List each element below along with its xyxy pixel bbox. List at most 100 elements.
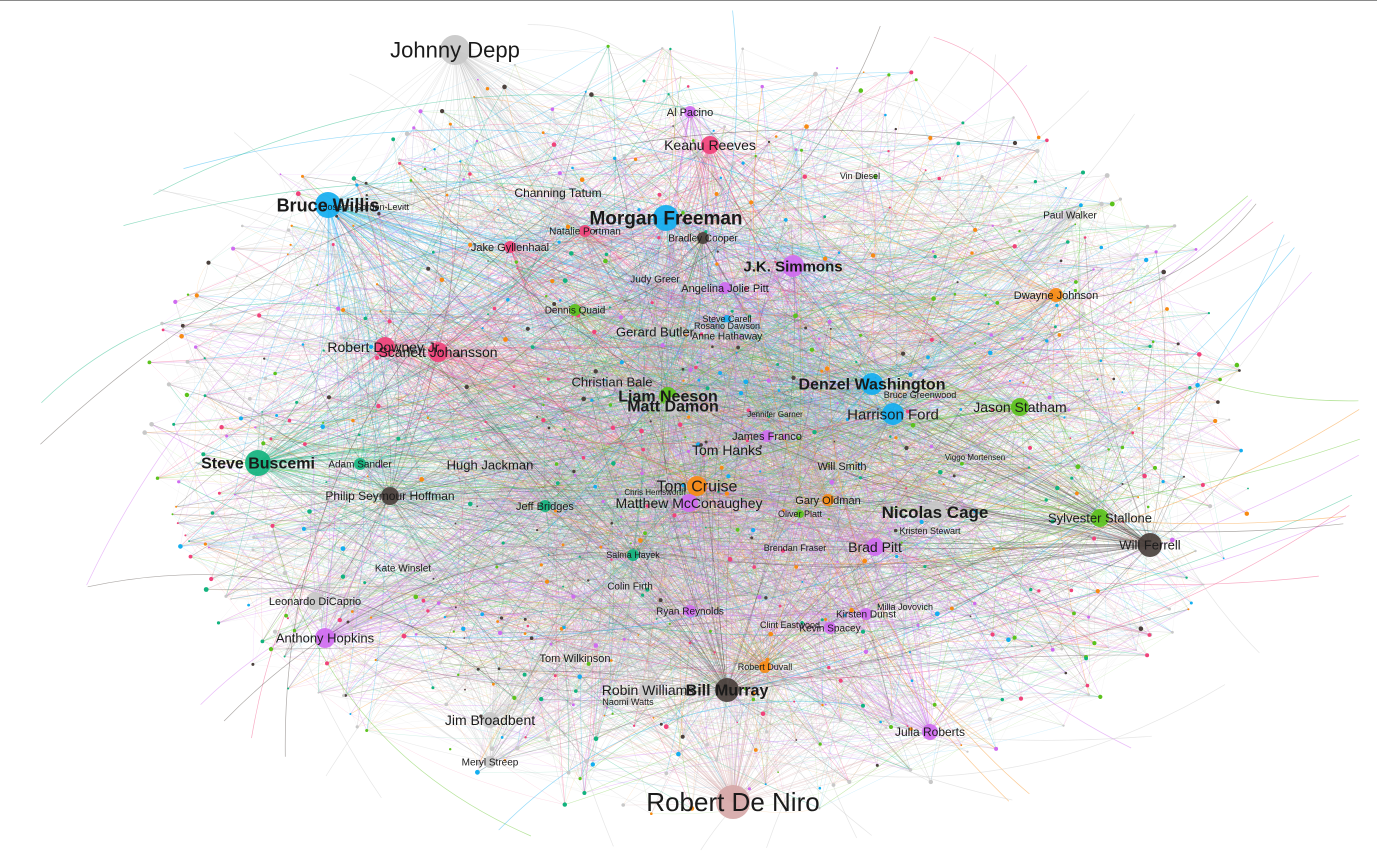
edge xyxy=(1052,420,1129,522)
edge xyxy=(786,595,911,770)
edge xyxy=(320,143,959,620)
edge xyxy=(579,302,653,581)
edge xyxy=(168,130,714,385)
edge xyxy=(706,156,959,746)
edge xyxy=(1049,225,1175,398)
edge xyxy=(205,252,973,549)
edge xyxy=(427,421,651,612)
edge xyxy=(573,456,868,706)
edge xyxy=(868,165,951,653)
edge xyxy=(428,312,498,495)
edge xyxy=(189,448,848,562)
edge xyxy=(1105,432,1133,648)
edge xyxy=(640,540,671,624)
edge xyxy=(762,142,1016,714)
edge xyxy=(753,654,1148,706)
edge xyxy=(295,285,992,388)
edge xyxy=(759,262,837,668)
edge xyxy=(252,374,911,665)
edge xyxy=(775,261,913,681)
edge xyxy=(424,168,1173,633)
edge xyxy=(410,137,931,181)
edge xyxy=(600,99,1036,182)
edge xyxy=(756,445,975,604)
edge xyxy=(860,467,941,479)
edge xyxy=(755,155,925,322)
edge xyxy=(187,244,1216,422)
edge xyxy=(530,203,1102,317)
edge xyxy=(320,335,809,634)
edge xyxy=(620,346,713,517)
edge xyxy=(474,96,914,426)
edge xyxy=(288,409,993,689)
edge xyxy=(343,405,379,612)
edge xyxy=(353,149,435,179)
edge xyxy=(993,455,1187,578)
edge xyxy=(816,340,1047,677)
edge xyxy=(460,161,839,267)
edge xyxy=(481,137,1102,224)
edge xyxy=(937,203,1102,614)
edge xyxy=(834,160,911,442)
edge xyxy=(187,294,829,520)
edge xyxy=(697,362,1070,427)
edge xyxy=(240,414,1014,677)
edge xyxy=(1021,326,1056,350)
edge xyxy=(847,352,991,420)
edge xyxy=(255,355,1074,496)
edge xyxy=(638,260,1062,636)
edge xyxy=(816,383,1092,401)
edge xyxy=(353,178,797,741)
edge xyxy=(697,74,890,363)
edge xyxy=(631,219,685,273)
edge xyxy=(548,378,961,445)
edge xyxy=(514,64,1113,209)
edge xyxy=(560,515,675,600)
edge xyxy=(775,261,893,718)
edge xyxy=(420,111,768,660)
edge xyxy=(612,334,907,449)
edge xyxy=(548,427,911,771)
edge xyxy=(189,540,494,685)
edge xyxy=(234,346,533,495)
edge xyxy=(808,294,956,634)
edge xyxy=(548,216,825,380)
edge xyxy=(383,346,533,491)
edge xyxy=(270,648,346,696)
edge xyxy=(234,454,959,556)
edge xyxy=(290,244,1089,618)
edge xyxy=(579,381,747,677)
edge xyxy=(693,140,826,620)
edge xyxy=(367,476,639,708)
edge xyxy=(488,260,1003,693)
edge xyxy=(573,590,1098,717)
edge xyxy=(971,324,1031,604)
edge xyxy=(855,155,959,718)
edge xyxy=(548,475,576,555)
edge xyxy=(683,220,823,706)
edge xyxy=(514,697,683,738)
edge xyxy=(497,621,1014,717)
edge xyxy=(1080,205,1140,498)
edge xyxy=(732,276,1114,380)
edge xyxy=(253,537,1022,699)
edge xyxy=(595,377,794,739)
edge xyxy=(877,427,1120,479)
edge xyxy=(352,403,585,794)
edge xyxy=(516,296,565,736)
edge xyxy=(925,170,1090,695)
edge xyxy=(464,268,518,690)
edge xyxy=(579,553,1033,647)
edge xyxy=(586,230,639,636)
edge xyxy=(195,346,497,495)
edge xyxy=(359,434,528,627)
edge xyxy=(482,328,549,740)
edge xyxy=(768,229,976,417)
edge xyxy=(458,354,843,465)
edge xyxy=(393,139,696,368)
edge xyxy=(1102,259,1147,376)
edge xyxy=(429,419,941,495)
edge xyxy=(168,384,829,520)
edge xyxy=(553,303,829,668)
edge xyxy=(284,214,549,657)
